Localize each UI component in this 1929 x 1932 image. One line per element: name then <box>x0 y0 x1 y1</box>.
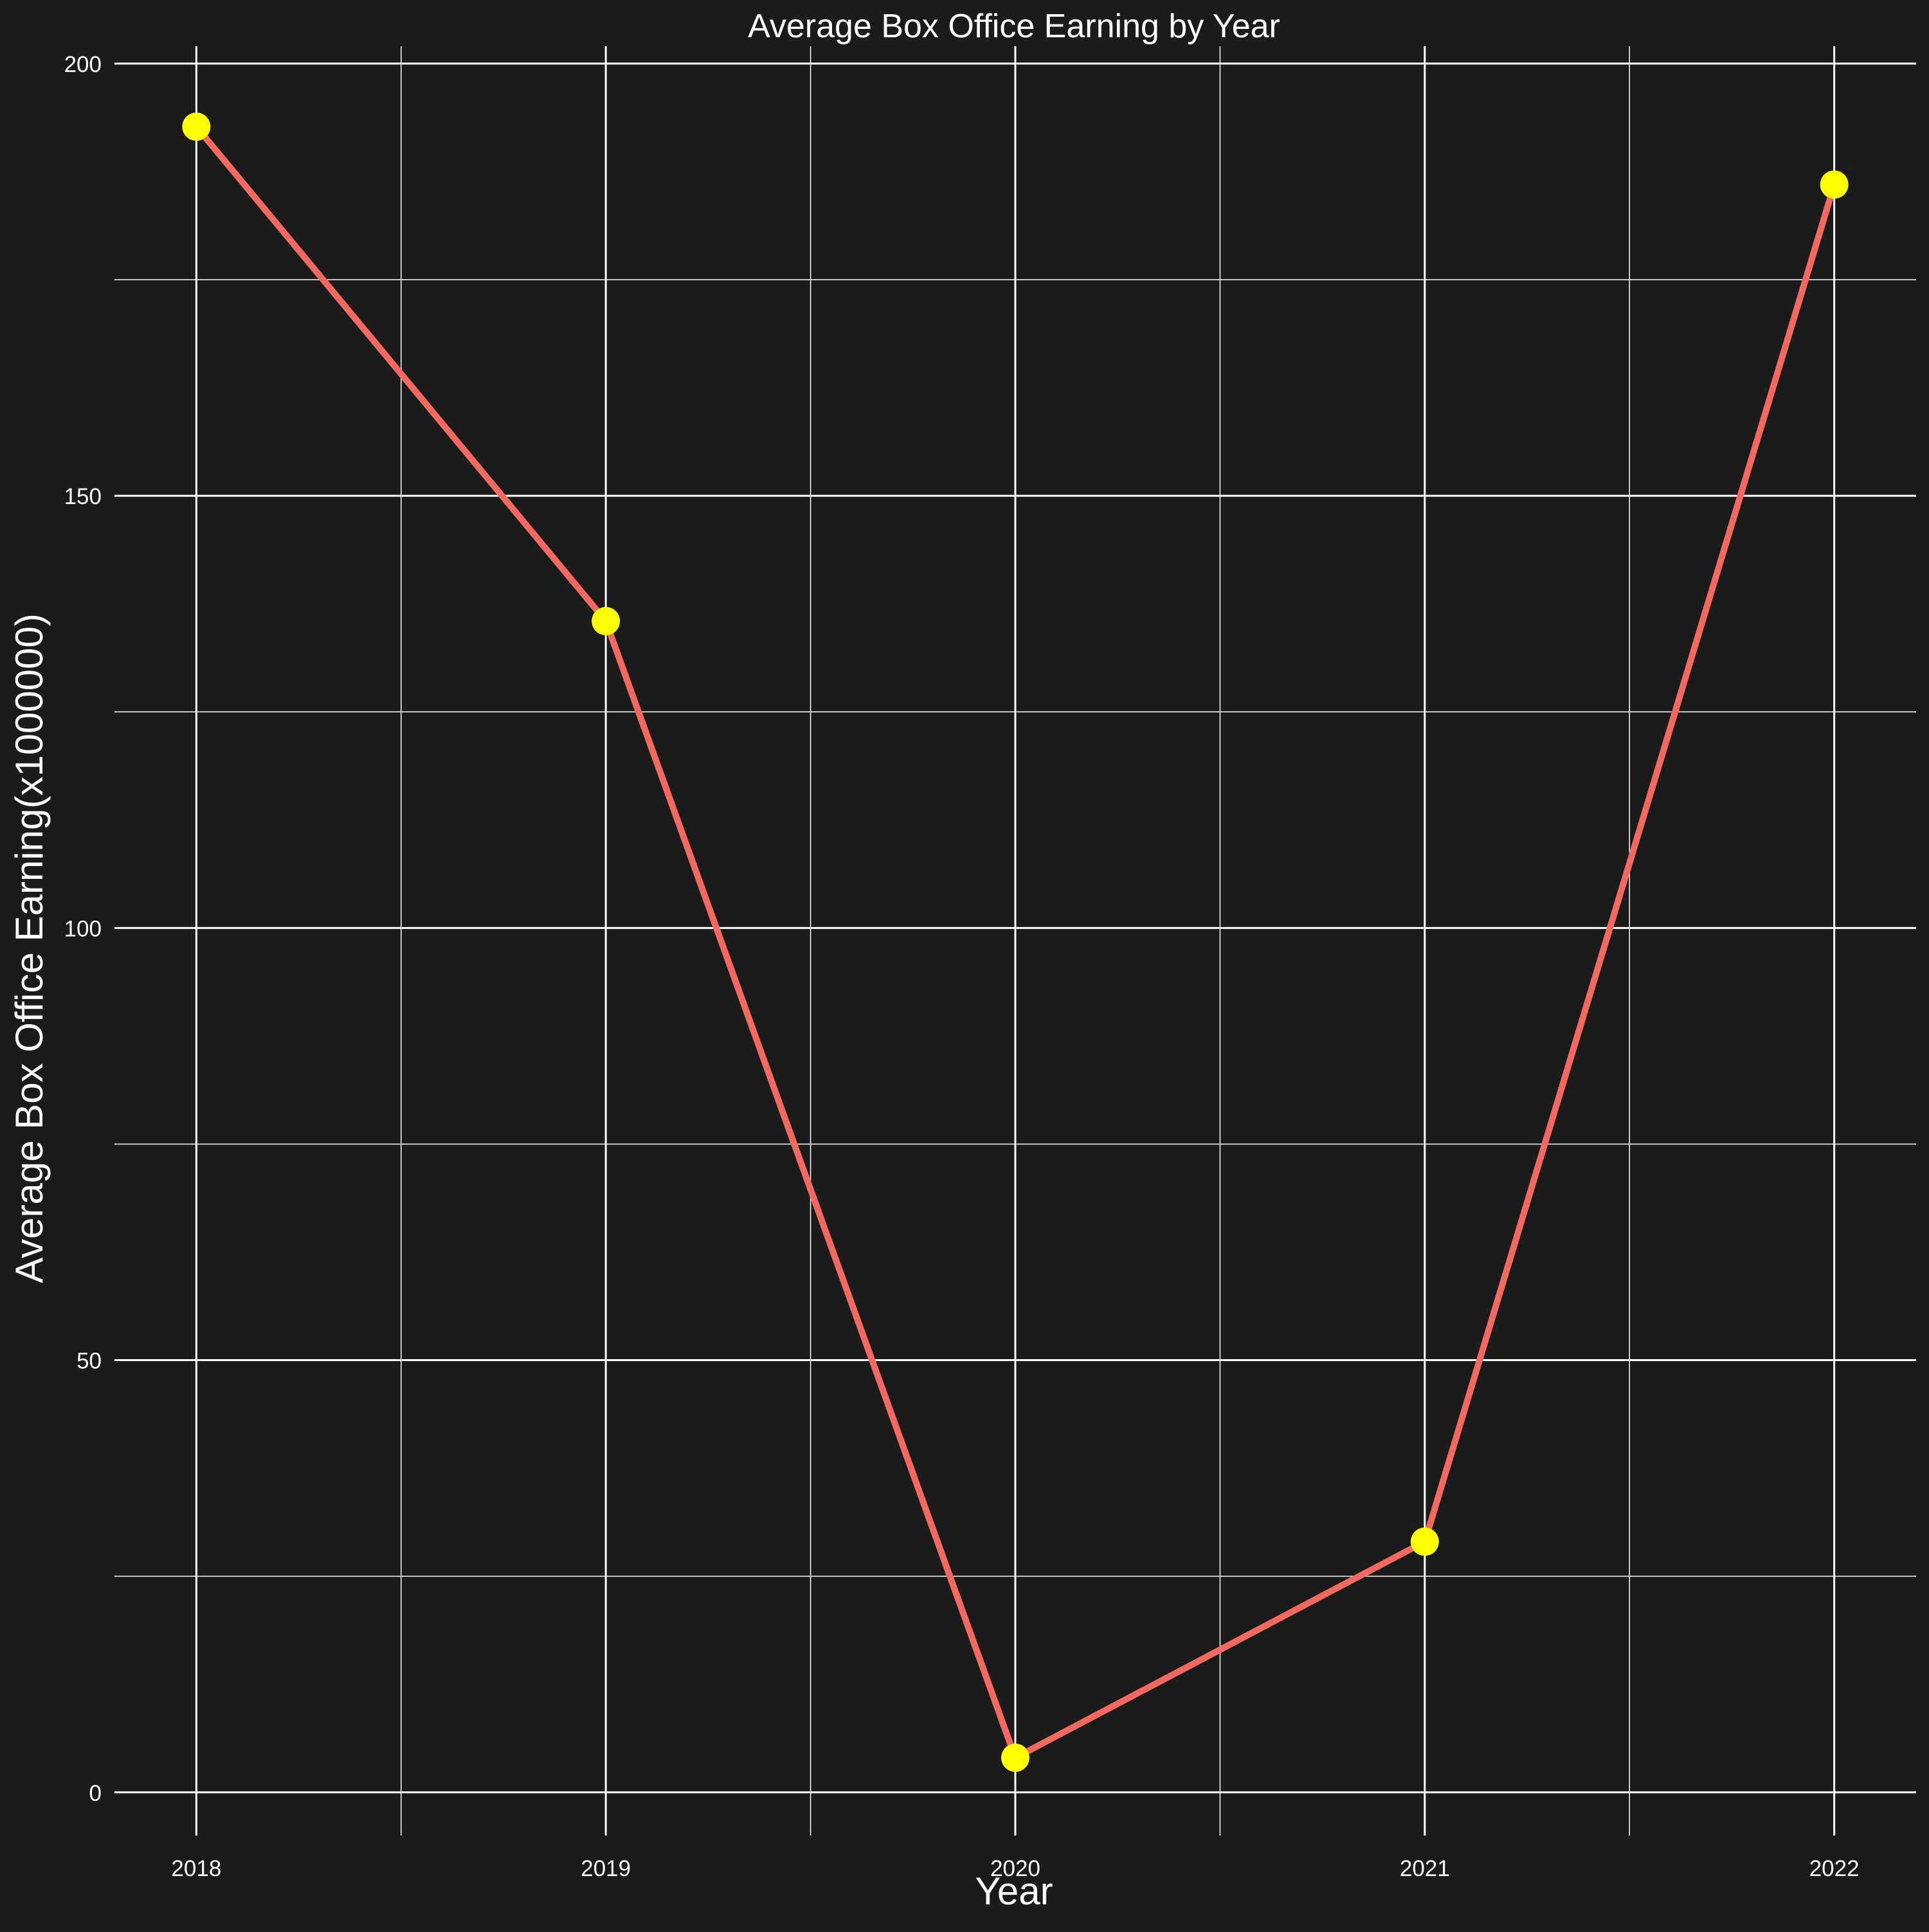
grid-lines <box>114 46 1916 1836</box>
data-point <box>1001 1744 1029 1772</box>
y-tick-label: 0 <box>89 1781 102 1806</box>
x-tick-label: 2021 <box>1400 1856 1450 1881</box>
chart-title: Average Box Office Earning by Year <box>748 8 1280 45</box>
data-point <box>1820 170 1849 199</box>
x-tick-label: 2022 <box>1809 1856 1860 1881</box>
y-axis-label: Average Box Office Earning(x1000000) <box>8 613 51 1283</box>
y-tick-label: 50 <box>77 1349 102 1374</box>
x-axis-label: Year <box>975 1870 1053 1913</box>
data-point <box>182 113 211 141</box>
data-point <box>592 607 620 636</box>
data-point <box>1410 1527 1439 1556</box>
tick-labels: 0 50 100 150 200 2018 2019 2020 2021 2022 <box>64 52 1860 1881</box>
x-tick-label: 2019 <box>581 1856 631 1881</box>
x-tick-label: 2018 <box>171 1856 221 1881</box>
data-points <box>182 113 1849 1772</box>
y-tick-label: 150 <box>64 484 102 509</box>
y-tick-label: 100 <box>64 916 102 941</box>
y-tick-label: 200 <box>64 52 102 77</box>
x-tick-label: 2020 <box>990 1856 1040 1881</box>
